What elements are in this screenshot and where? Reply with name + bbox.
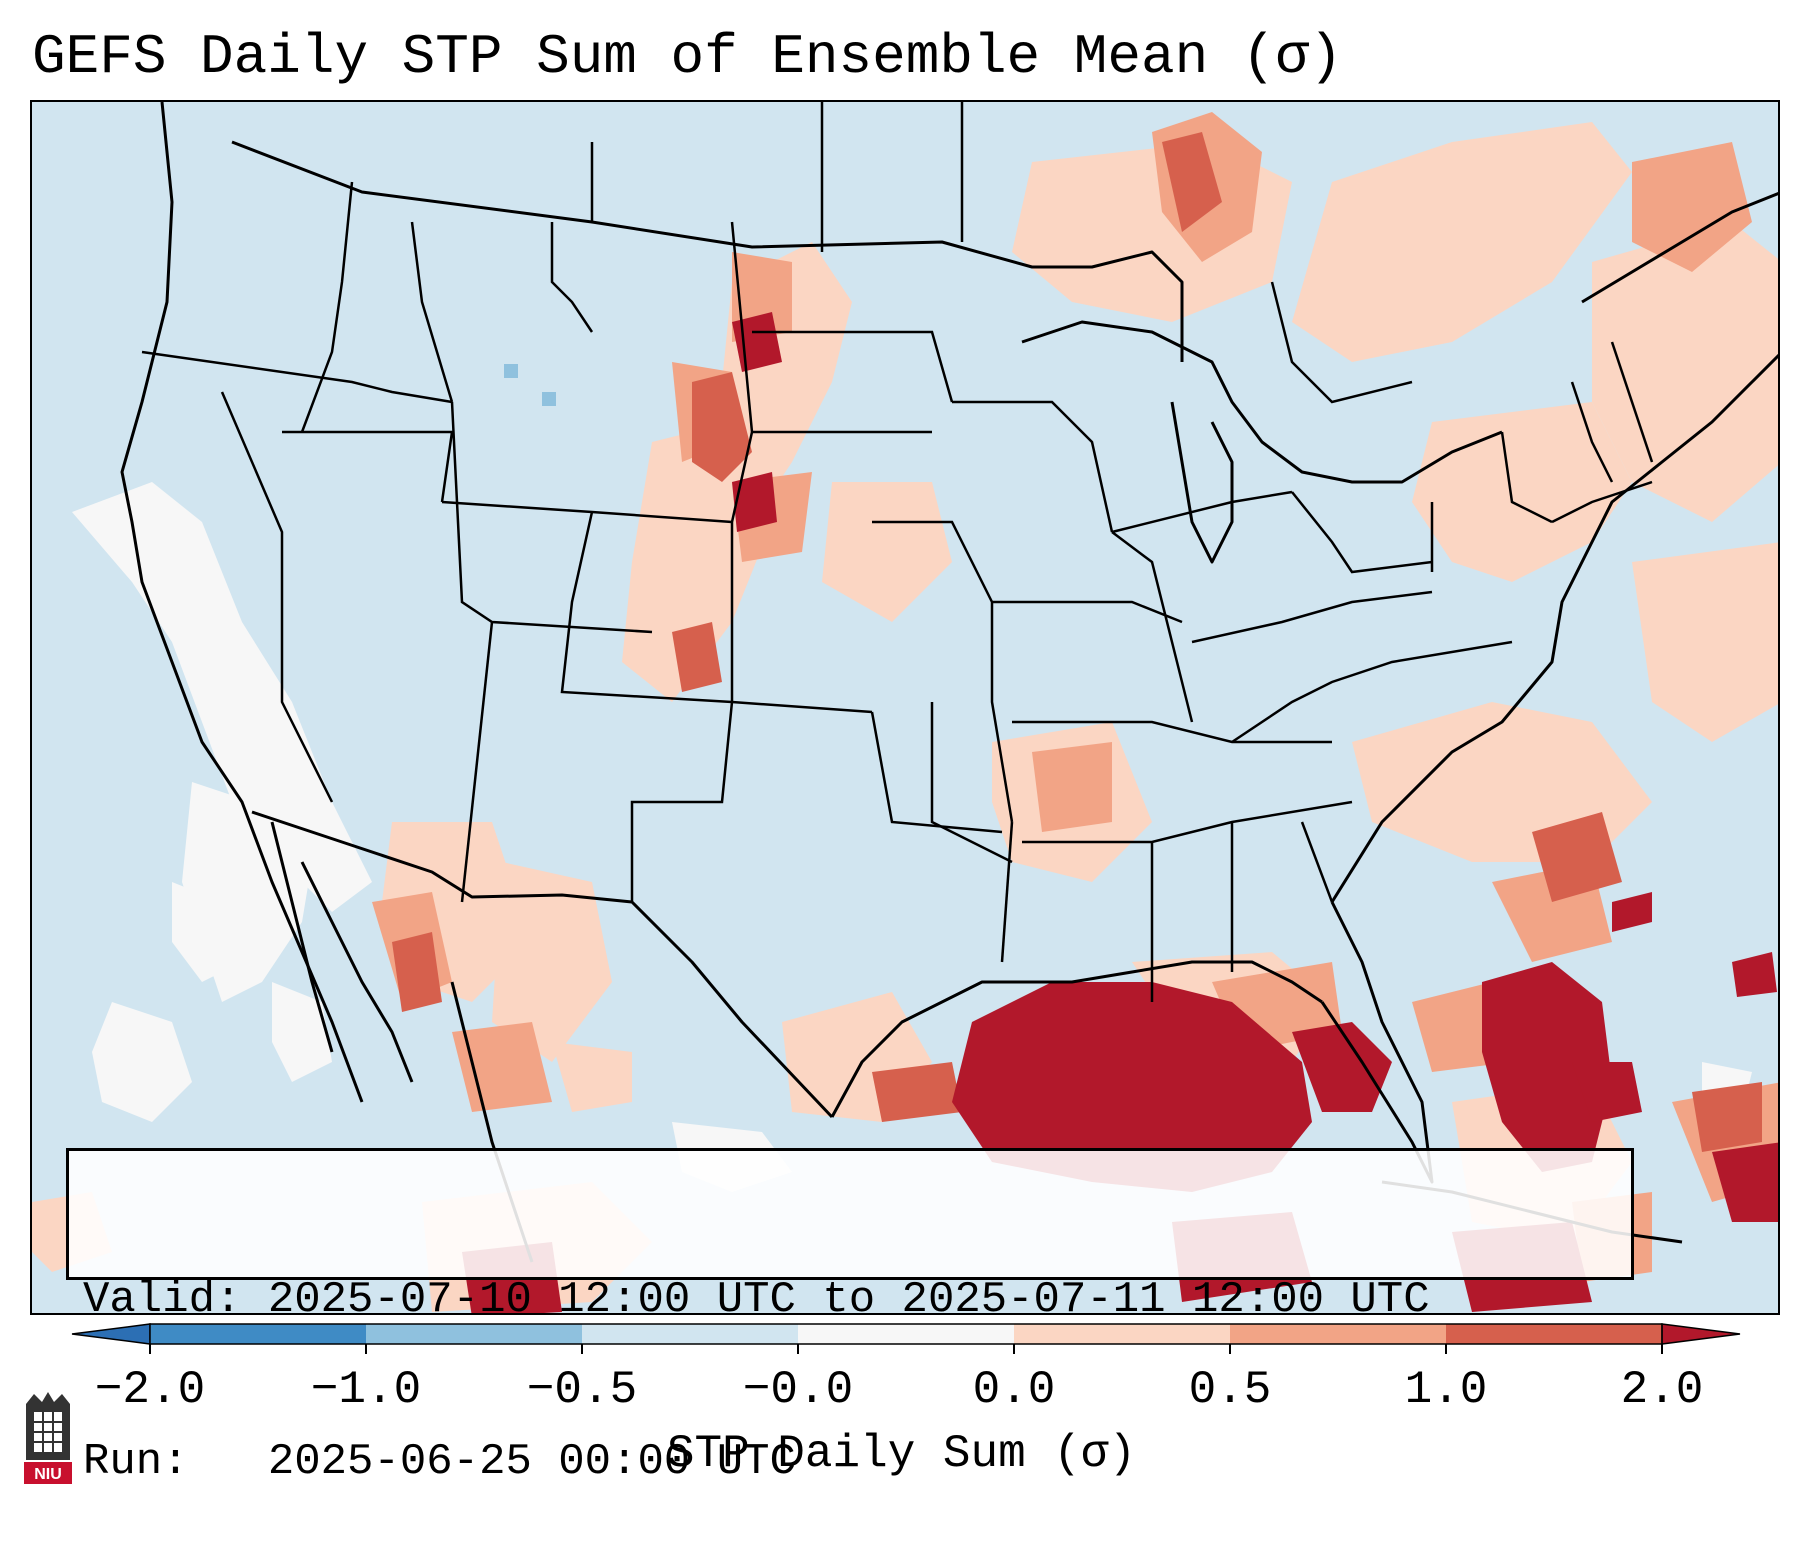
negative-specks [504, 364, 556, 406]
baja [270, 821, 334, 1053]
colorbar-bin-neg1-neg05 [366, 1324, 582, 1344]
valid-run-box: Valid: 2025-07-10 12:00 UTC to 2025-07-1… [66, 1148, 1634, 1487]
colorbar-extend-low [71, 1323, 151, 1345]
colorbar-tick-label: −2.0 [94, 1364, 206, 1416]
colorbar-tick-label: −0.0 [742, 1364, 854, 1416]
gulf-coast [830, 960, 1323, 1118]
us-mexico-border [251, 810, 834, 1119]
great-lakes [1021, 320, 1503, 484]
gulf-of-california [300, 861, 414, 1083]
colorbar-tick-label: −1.0 [310, 1364, 422, 1416]
colorbar-ticks [149, 1344, 1663, 1354]
quebec-coast [1581, 191, 1778, 304]
colorbar [71, 1323, 1741, 1354]
colorbar-bin-neg05-neg0 [582, 1324, 798, 1344]
logo-text: NIU [34, 1466, 62, 1483]
strong-positive-zone [392, 132, 1762, 1152]
political-borders [120, 102, 1778, 1263]
colorbar-tick-label: −0.5 [526, 1364, 638, 1416]
colorbar-bin-05-1 [1230, 1324, 1446, 1344]
figure-title: GEFS Daily STP Sum of Ensemble Mean (σ) [32, 25, 1343, 89]
colorbar-bin-1-2 [1446, 1324, 1662, 1344]
colorbar-bin-zero [798, 1324, 1014, 1344]
valid-time-line: Valid: 2025-07-10 12:00 UTC to 2025-07-1… [83, 1275, 1430, 1325]
colorbar-bin-neg2-neg1 [150, 1324, 366, 1344]
west-coast [120, 102, 364, 1103]
florida [1320, 901, 1434, 1184]
lake-michigan [1170, 401, 1234, 564]
map-panel [30, 100, 1780, 1315]
colorbar-tick-label: 0.0 [972, 1364, 1056, 1416]
run-time-line: Run: 2025-06-25 00:00 UTC [83, 1437, 796, 1487]
colorbar-tick-label: 1.0 [1404, 1364, 1488, 1416]
state-borders [141, 102, 1654, 1002]
east-coast [1330, 353, 1778, 903]
colorbar-tick-label: 2.0 [1620, 1364, 1704, 1416]
map-canvas [32, 102, 1778, 1313]
colorbar-tick-label: 0.5 [1188, 1364, 1272, 1416]
us-canada-border [231, 140, 1184, 362]
colorbar-label: STP Daily Sum (σ) [666, 1428, 1137, 1480]
colorbar-extend-high [1661, 1323, 1741, 1345]
colorbar-bin-0-05 [1014, 1324, 1230, 1344]
niu-logo: NIU [24, 1392, 72, 1484]
